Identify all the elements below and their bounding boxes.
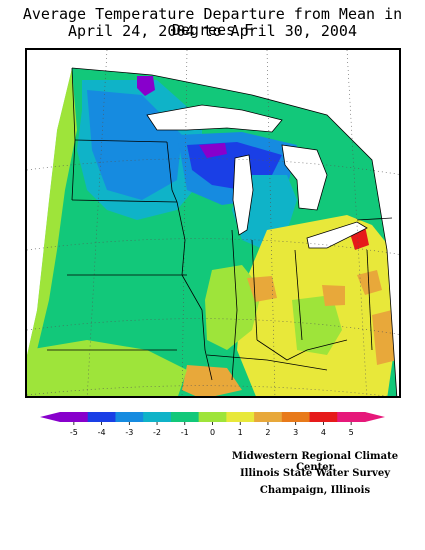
temperature-map <box>25 48 401 398</box>
credit-line-1: Midwestern Regional Climate Center <box>231 451 399 473</box>
legend-swatch <box>337 412 366 422</box>
boundary-outline <box>71 67 398 396</box>
legend-swatch <box>226 412 255 422</box>
legend-tick-label: -3 <box>125 428 133 437</box>
state-border <box>74 139 168 143</box>
state-borders <box>47 67 393 381</box>
lake-michigan <box>232 154 254 236</box>
map-title: Average Temperature Departure from Mean … <box>22 5 403 39</box>
legend-tick-label: 2 <box>265 428 270 437</box>
state-border <box>231 229 238 381</box>
lake-erie <box>306 221 368 249</box>
credit-line-2: Illinois State Water Survey <box>239 468 391 479</box>
state-border <box>166 141 186 276</box>
state-border <box>181 274 213 381</box>
state-border <box>356 217 393 221</box>
state-border <box>366 249 373 351</box>
outside-area <box>27 50 399 396</box>
legend-tick-label: 4 <box>321 428 326 437</box>
state-border <box>256 339 348 361</box>
legend-swatch <box>254 412 283 422</box>
field-lime-ohio <box>292 295 342 355</box>
legend-swatch <box>115 412 144 422</box>
state-border <box>206 354 328 371</box>
color-legend: -5 -4 -3 -2 -1 0 1 2 3 4 5 <box>40 412 385 437</box>
legend-swatch <box>87 412 116 422</box>
legend-tick-label: -1 <box>181 428 189 437</box>
state-border <box>71 199 178 203</box>
map-date-range: April 24, 2004 to April 30, 2004 <box>68 22 357 40</box>
legend-tick-label: -5 <box>70 428 78 437</box>
legend-swatch <box>281 412 311 422</box>
field-lime-center <box>205 265 262 350</box>
field-orange-southeast <box>372 310 397 365</box>
legend-swatch <box>170 412 200 422</box>
legend-tick-label: -2 <box>153 428 161 437</box>
legend-tick-label: 3 <box>293 428 298 437</box>
lake-superior <box>146 104 283 133</box>
legend-arrow-left <box>40 412 60 422</box>
field-purple-spot-2 <box>199 143 227 158</box>
legend-swatch <box>309 412 338 422</box>
legend-swatch <box>60 412 89 422</box>
state-border <box>294 249 303 341</box>
legend-swatch <box>143 412 172 422</box>
field-purple-spot-1 <box>137 76 155 96</box>
legend-tick-label: 1 <box>238 428 243 437</box>
legend-arrow-right <box>365 412 385 422</box>
lake-huron <box>281 144 328 211</box>
legend-tick-label: 0 <box>210 428 215 437</box>
field-lime-southwest <box>27 340 187 396</box>
graticule-line <box>86 50 108 396</box>
map-canvas <box>27 50 399 396</box>
field-orange-penn <box>357 270 382 295</box>
field-orange-ohio <box>322 285 345 306</box>
graticule-line <box>346 50 368 396</box>
graticule <box>27 50 399 396</box>
legend-swatch <box>198 412 227 422</box>
legend-tick-label: 5 <box>349 428 354 437</box>
state-border <box>251 239 258 341</box>
field-orange-south <box>182 365 242 396</box>
credit-line-3: Champaign, Illinois <box>259 485 371 496</box>
legend-tick-label: -4 <box>98 428 106 437</box>
